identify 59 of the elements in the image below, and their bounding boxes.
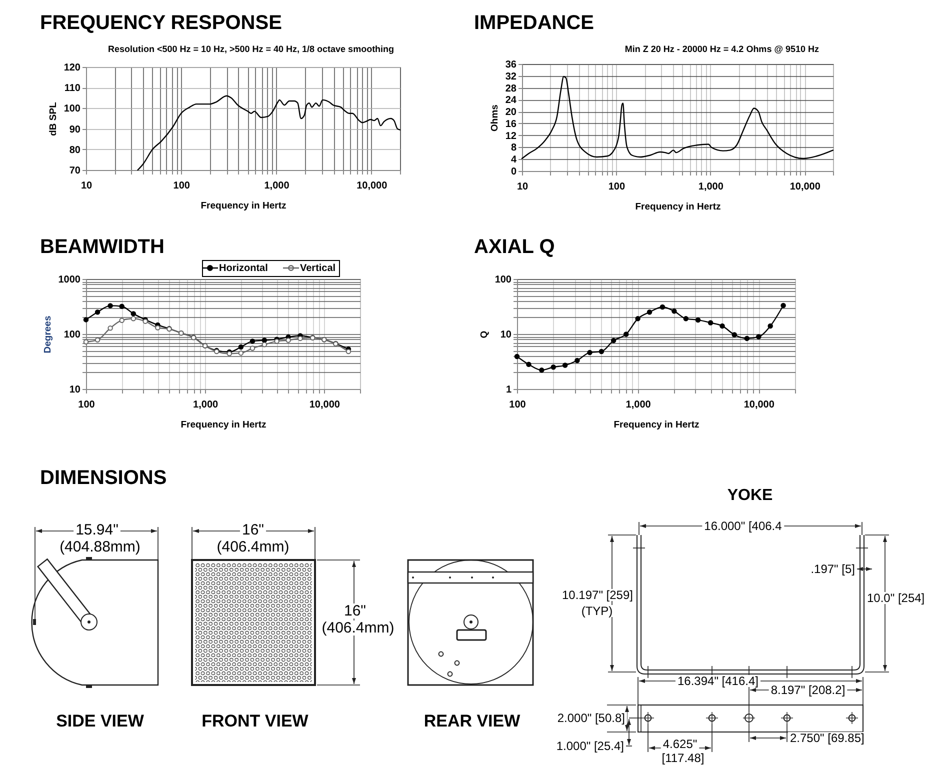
text: 16": [242, 522, 264, 538]
y-tick-label: 100: [494, 274, 512, 286]
text: (TYP): [581, 604, 613, 618]
y-axis-title: Q: [478, 330, 490, 338]
y-axis-title: Ohms: [489, 104, 500, 132]
text: 4.625": [662, 737, 698, 751]
text: 1.000" [25.4]: [556, 739, 624, 753]
y-tick-label: 32: [505, 71, 517, 82]
x-tick-label: 10,000: [309, 400, 340, 410]
text: FRONT VIEW: [202, 712, 310, 730]
y-tick-label: 12: [505, 130, 517, 142]
x-axis-title: Frequency in Hertz: [180, 420, 267, 430]
x-tick-label: 1,000: [698, 182, 724, 192]
y-tick-label: 10: [500, 330, 512, 340]
y-tick-label: 100: [64, 330, 81, 340]
y-tick-label: 28: [505, 83, 517, 94]
text: [117.48]: [662, 751, 704, 765]
text: SIDE VIEW: [56, 712, 145, 730]
x-tick-label: 1,000: [626, 400, 652, 410]
text: (406.4mm): [322, 620, 394, 636]
text: REAR VIEW: [424, 712, 522, 730]
chart-subtitle: Min Z 20 Hz - 20000 Hz = 4.2 Ohms @ 9510 Hz: [624, 44, 820, 54]
x-tick-label: 10,000: [744, 400, 775, 410]
text: 15.94": [76, 522, 118, 538]
y-tick-label: 10: [69, 384, 81, 396]
text: 10.197" [259]: [562, 588, 633, 602]
text: .197" [5]: [810, 562, 855, 576]
x-axis-title: Frequency in Hertz: [635, 202, 722, 212]
legend-label: Vertical: [300, 263, 336, 274]
legend-label: Horizontal: [219, 263, 268, 274]
text: 2.750" [69.85]: [790, 731, 864, 745]
x-tick-label: 10,000: [790, 182, 821, 192]
text: 2.000" [50.8]: [557, 711, 625, 725]
y-tick-label: 0: [510, 166, 517, 178]
chart-title: BEAMWIDTH: [40, 236, 164, 258]
text: 16.394" [416.4]: [678, 674, 758, 688]
text: (406.4mm): [216, 538, 290, 556]
y-axis-title: Degrees: [42, 316, 54, 354]
y-tick-label: 1: [506, 384, 512, 396]
x-tick-label: 100: [608, 182, 626, 192]
y-tick-label: 4: [510, 154, 517, 166]
text: YOKE: [727, 487, 773, 504]
text: (404.88mm): [60, 538, 140, 556]
chart-title: AXIAL Q: [474, 236, 555, 258]
text: 16.000" [406.4: [704, 519, 782, 533]
text: 8.197" [208.2]: [770, 683, 846, 697]
x-axis-title: Frequency in Hertz: [614, 420, 700, 430]
y-tick-label: 1000: [58, 274, 81, 286]
y-tick-label: 36: [505, 60, 517, 70]
chart-title: IMPEDANCE: [474, 12, 594, 34]
text: 10.0" [254]: [867, 591, 925, 605]
y-tick-label: 16: [505, 118, 517, 130]
y-tick-label: 20: [505, 107, 517, 118]
x-tick-label: 1,000: [193, 400, 219, 410]
x-tick-label: 100: [78, 400, 96, 410]
text: DIMENSIONS: [40, 467, 167, 489]
y-tick-label: 24: [505, 95, 517, 106]
text: 16": [344, 602, 366, 620]
y-tick-label: 8: [510, 142, 517, 154]
